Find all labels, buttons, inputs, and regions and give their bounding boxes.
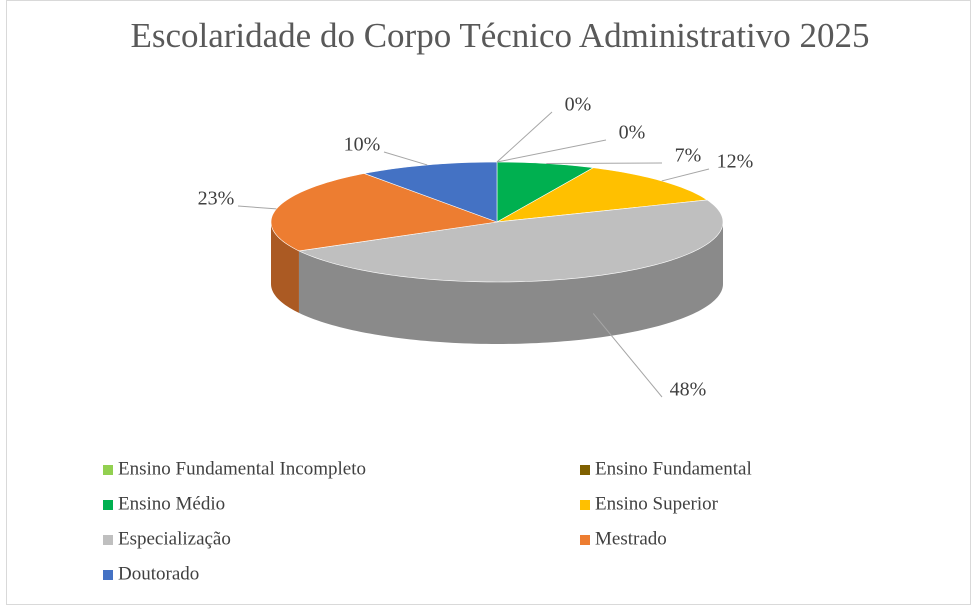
legend-swatch	[103, 535, 113, 545]
legend-swatch	[103, 500, 113, 510]
legend-label: Ensino Médio	[118, 493, 225, 514]
leader-line	[237, 205, 277, 210]
legend-label: Doutorado	[118, 563, 199, 584]
leader-line	[496, 139, 607, 163]
legend-swatch	[580, 465, 590, 475]
legend-swatch	[580, 500, 590, 510]
slice-side	[271, 222, 299, 313]
leader-line	[383, 151, 428, 166]
data-label: 10%	[344, 134, 381, 156]
legend-swatch	[103, 570, 113, 580]
leader-line	[661, 168, 710, 182]
data-label: 7%	[675, 145, 702, 167]
chart-title: Escolaridade do Corpo Técnico Administra…	[130, 16, 870, 55]
data-label: 12%	[717, 151, 754, 173]
legend-label: Ensino Fundamental	[595, 458, 752, 479]
legend-label: Especialização	[118, 528, 231, 549]
slice-side	[298, 222, 723, 344]
data-label: 0%	[565, 94, 592, 116]
data-label: 48%	[670, 379, 707, 401]
slice	[270, 173, 498, 252]
legend-swatch	[580, 535, 590, 545]
chart-border	[6, 0, 971, 605]
legend-swatch	[103, 465, 113, 475]
legend-label: Ensino Superior	[595, 493, 719, 514]
slice	[496, 161, 595, 223]
legend-label: Ensino Fundamental Incompleto	[118, 458, 366, 479]
leader-line	[592, 313, 663, 398]
leader-line	[496, 111, 553, 163]
legend-label: Mestrado	[595, 528, 667, 549]
slice	[496, 167, 709, 223]
data-label: 23%	[198, 188, 235, 210]
slice	[297, 199, 724, 283]
data-label: 0%	[619, 122, 646, 144]
